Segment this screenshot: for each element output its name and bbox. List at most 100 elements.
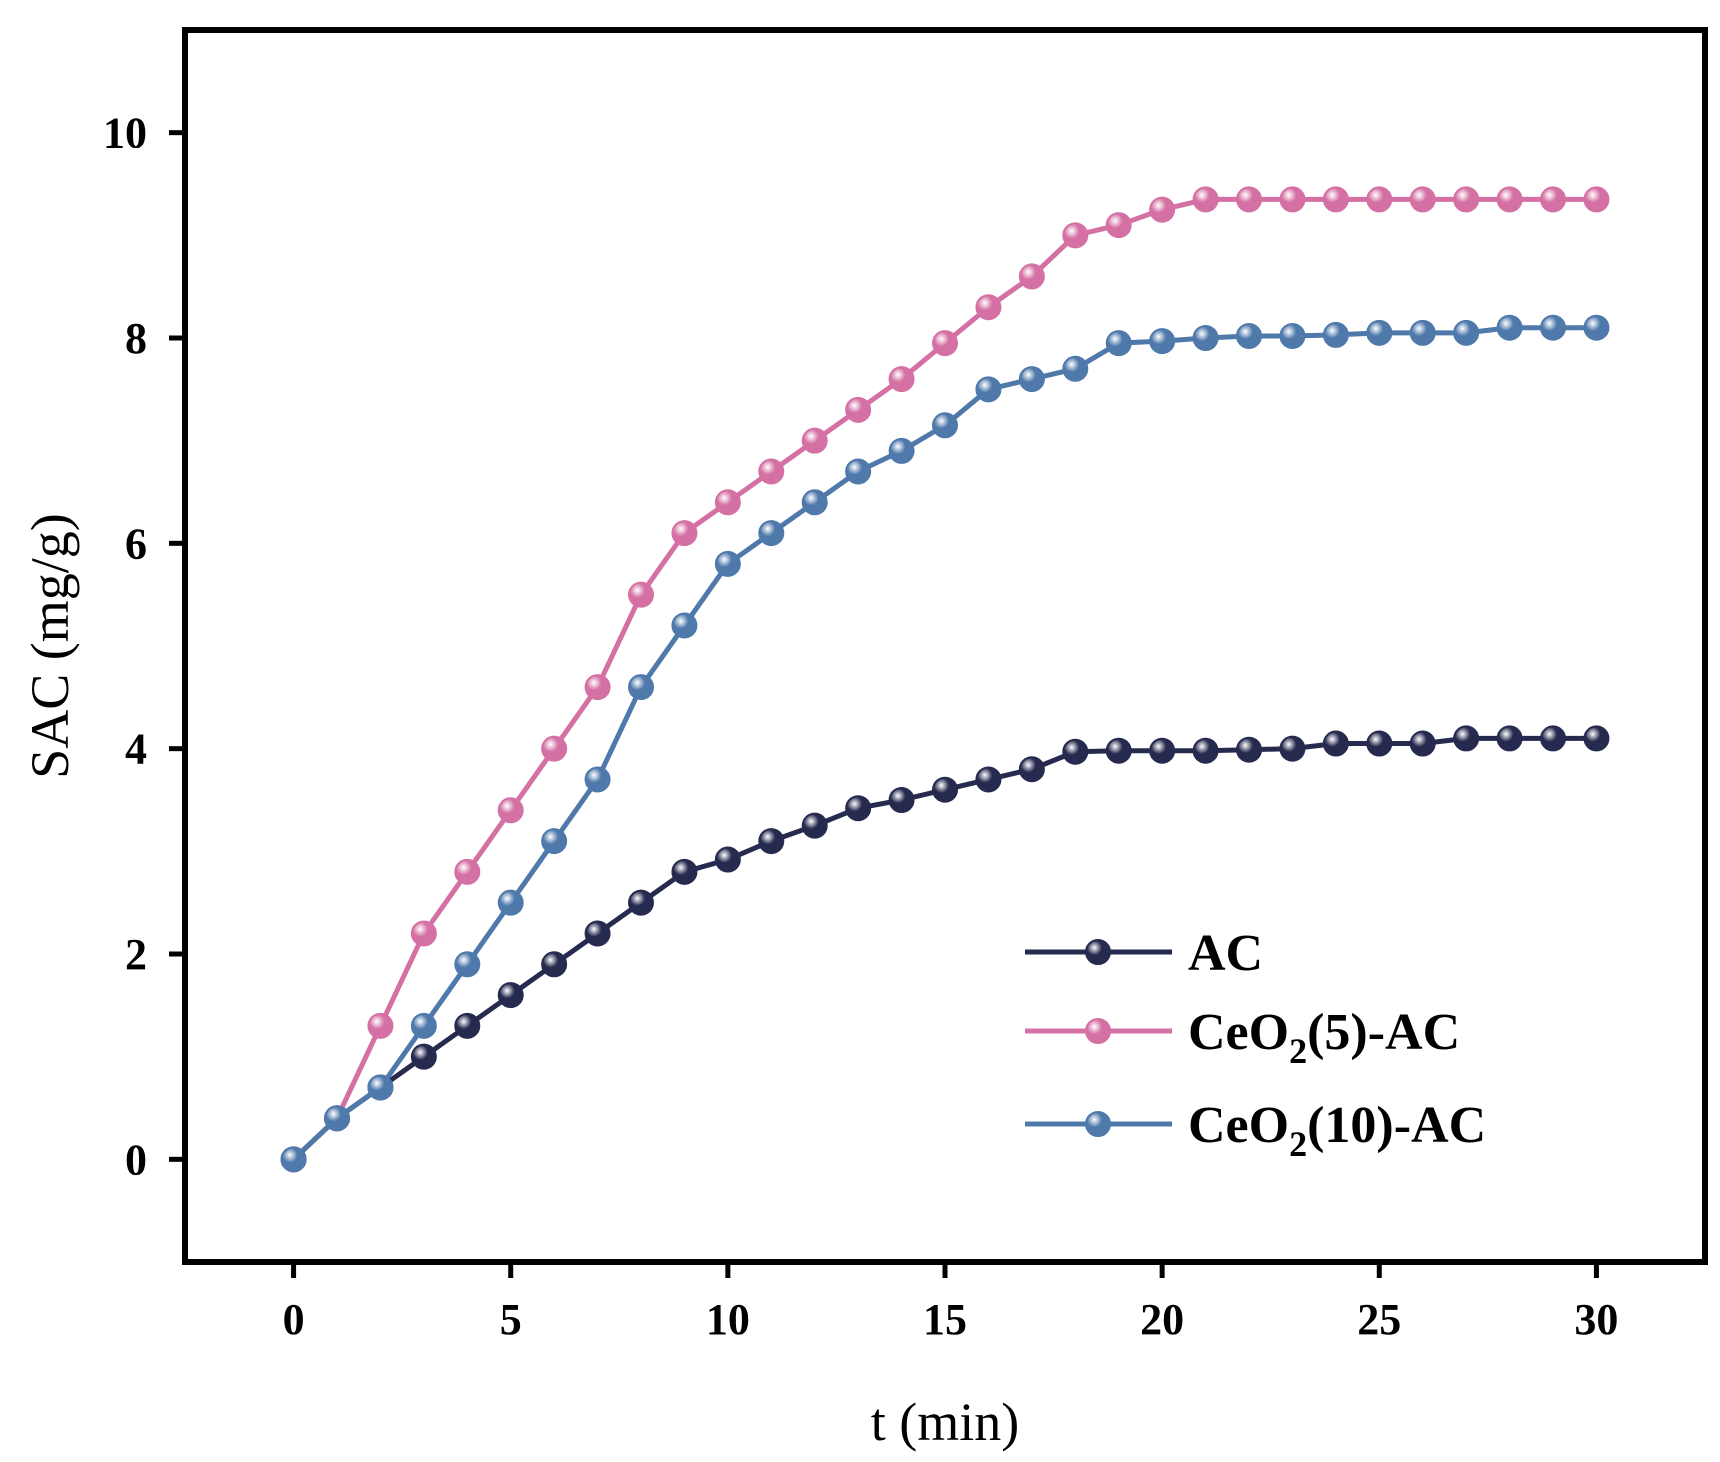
axes: 0 5 10 15 20 25 30 0 2 4 6 8 10 t (min) SAC (mg/g) <box>20 27 1708 1452</box>
data-point-1-20 <box>1149 196 1176 223</box>
series-2 <box>280 314 1610 1173</box>
data-point-2-24 <box>1322 321 1349 348</box>
data-point-1-30 <box>1583 186 1610 213</box>
data-point-2-15 <box>932 412 958 439</box>
legend-item-1: CeO2(5)-AC <box>1025 1004 1460 1071</box>
x-axis-title: t (min) <box>871 1392 1019 1452</box>
data-point-2-3 <box>410 1012 437 1039</box>
data-point-1-23 <box>1279 186 1306 213</box>
data-point-2-10 <box>714 550 741 577</box>
y-tick-label-4: 4 <box>125 725 147 774</box>
data-point-0-12 <box>801 812 828 839</box>
data-point-0-11 <box>758 828 785 855</box>
data-point-0-17 <box>1018 756 1045 783</box>
data-point-1-22 <box>1236 186 1262 213</box>
data-point-1-25 <box>1366 186 1393 213</box>
data-point-2-14 <box>888 437 915 464</box>
data-point-1-11 <box>758 458 785 485</box>
data-point-2-7 <box>584 766 611 793</box>
data-point-1-8 <box>628 581 654 608</box>
data-point-2-1 <box>324 1105 350 1132</box>
legend-label-subscript-1: 2 <box>1289 1031 1307 1071</box>
data-point-0-8 <box>628 889 654 916</box>
y-tick-label-8: 8 <box>125 314 147 363</box>
data-point-2-30 <box>1583 314 1610 341</box>
data-point-2-28 <box>1496 314 1523 341</box>
data-point-2-8 <box>628 674 654 701</box>
legend-item-2: CeO2(10)-AC <box>1025 1097 1486 1164</box>
data-point-1-16 <box>975 294 1002 321</box>
x-tick-label-25: 25 <box>1357 1295 1401 1344</box>
data-point-0-28 <box>1496 725 1523 752</box>
data-point-0-15 <box>932 776 958 803</box>
data-point-2-2 <box>367 1074 394 1101</box>
data-point-1-24 <box>1322 186 1349 213</box>
data-point-0-16 <box>975 766 1002 793</box>
x-tick-label-5: 5 <box>500 1295 522 1344</box>
series-group <box>280 186 1610 1173</box>
legend-label-1: CeO2(5)-AC <box>1188 1004 1460 1071</box>
data-point-2-17 <box>1018 366 1045 393</box>
data-point-1-19 <box>1105 212 1132 239</box>
data-point-2-18 <box>1062 355 1089 382</box>
plot-frame <box>182 27 1708 1265</box>
data-point-0-26 <box>1409 730 1436 757</box>
data-point-1-2 <box>367 1012 394 1039</box>
data-point-1-6 <box>541 735 568 762</box>
data-point-1-15 <box>932 330 958 357</box>
y-tick-label-0: 0 <box>125 1135 147 1184</box>
data-point-1-29 <box>1540 186 1566 213</box>
data-point-0-9 <box>671 858 698 885</box>
data-point-1-27 <box>1453 186 1480 213</box>
data-point-1-7 <box>584 674 611 701</box>
x-tick-label-10: 10 <box>706 1295 750 1344</box>
data-point-2-21 <box>1192 325 1219 351</box>
y-tick-label-10: 10 <box>103 109 147 158</box>
data-point-1-5 <box>497 797 524 824</box>
legend-label-2: CeO2(10)-AC <box>1188 1097 1486 1164</box>
data-point-1-17 <box>1018 263 1045 290</box>
data-point-2-19 <box>1105 330 1132 357</box>
data-point-0-25 <box>1366 730 1393 757</box>
data-point-1-26 <box>1409 186 1436 213</box>
legend-item-0: AC <box>1025 925 1263 982</box>
x-tick-label-15: 15 <box>923 1295 967 1344</box>
data-point-0-23 <box>1279 735 1306 762</box>
data-point-0-10 <box>714 846 741 873</box>
legend-label-subscript-2: 2 <box>1289 1124 1307 1164</box>
data-point-2-5 <box>497 889 524 916</box>
data-point-2-0 <box>280 1146 307 1173</box>
x-tick-label-30: 30 <box>1574 1295 1618 1344</box>
data-point-2-22 <box>1236 322 1262 349</box>
data-point-1-28 <box>1496 186 1523 213</box>
y-axis-title: SAC (mg/g) <box>20 513 80 779</box>
y-tick-label-6: 6 <box>125 519 147 568</box>
legend-label-rest-1: (5)-AC <box>1307 1004 1460 1061</box>
legend-marker-0 <box>1085 939 1111 965</box>
data-point-0-24 <box>1322 730 1349 757</box>
data-point-1-18 <box>1062 222 1089 249</box>
data-point-1-3 <box>410 920 437 947</box>
data-point-0-22 <box>1236 736 1262 763</box>
data-point-2-25 <box>1366 319 1393 346</box>
legend-label-rest-2: (10)-AC <box>1307 1097 1486 1154</box>
data-point-1-14 <box>888 366 915 393</box>
x-tick-label-20: 20 <box>1140 1295 1184 1344</box>
y-tick-label-2: 2 <box>125 930 147 979</box>
data-point-2-6 <box>541 828 568 855</box>
data-point-1-4 <box>454 858 481 885</box>
data-point-2-12 <box>801 489 828 516</box>
data-point-0-29 <box>1540 725 1566 752</box>
data-point-1-13 <box>845 396 872 423</box>
data-point-2-4 <box>454 951 481 978</box>
data-point-0-21 <box>1192 737 1219 764</box>
legend-marker-2 <box>1085 1111 1111 1137</box>
data-point-2-26 <box>1409 319 1436 346</box>
series-0 <box>280 725 1610 1173</box>
legend-label-main-1: CeO <box>1188 1004 1289 1061</box>
legend-label-0: AC <box>1188 925 1263 982</box>
data-point-0-20 <box>1149 737 1176 764</box>
data-point-1-9 <box>671 520 698 547</box>
data-point-0-6 <box>541 951 568 978</box>
